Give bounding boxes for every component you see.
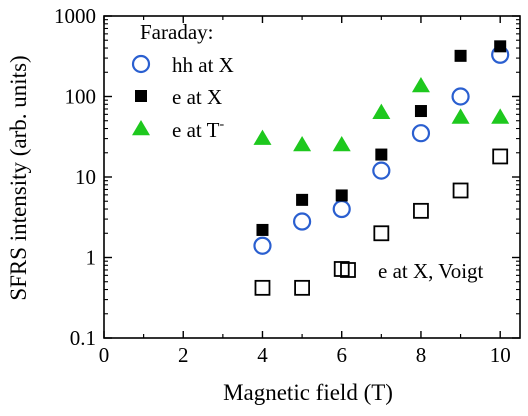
legend-label: hh at X bbox=[172, 53, 234, 77]
legend-label: e at T- bbox=[172, 117, 224, 142]
x-tick-label: 0 bbox=[99, 343, 110, 367]
data-point bbox=[454, 49, 467, 62]
legend-marker bbox=[132, 120, 150, 136]
legend-title: Faraday: bbox=[140, 20, 213, 44]
data-point bbox=[414, 105, 427, 118]
data-point bbox=[452, 182, 469, 199]
plot-border bbox=[103, 15, 521, 339]
y-tick-label: 10 bbox=[75, 165, 96, 189]
x-axis-ticks: 0 2 4 6 8 10 bbox=[99, 16, 511, 367]
data-point bbox=[296, 193, 309, 206]
data-marks bbox=[253, 40, 510, 296]
data-point bbox=[491, 108, 510, 124]
y-axis-ticks: 0.1 1 10 100 1000 bbox=[54, 4, 520, 350]
legend: Faraday: hh at X e at X e at T-e at X, Voi… bbox=[131, 20, 484, 283]
x-tick-label: 8 bbox=[416, 343, 427, 367]
legend-marker bbox=[135, 90, 147, 102]
data-point bbox=[373, 225, 390, 242]
data-point bbox=[254, 279, 271, 296]
data-point bbox=[372, 103, 391, 119]
data-point bbox=[494, 40, 507, 53]
data-point bbox=[375, 148, 388, 161]
data-point bbox=[253, 129, 272, 145]
x-tick-label: 6 bbox=[336, 343, 347, 367]
data-point bbox=[451, 108, 470, 124]
series-3 bbox=[254, 148, 509, 296]
data-point bbox=[256, 223, 269, 236]
x-tick-label: 2 bbox=[178, 343, 189, 367]
y-axis-title: SFRS intensity (arb. units) bbox=[6, 55, 31, 300]
data-point bbox=[253, 236, 272, 255]
legend-marker bbox=[131, 54, 151, 74]
series-2 bbox=[253, 77, 510, 152]
y-tick-label: 1 bbox=[86, 246, 97, 270]
data-point bbox=[413, 202, 429, 219]
data-point bbox=[332, 135, 351, 152]
data-point bbox=[335, 189, 348, 202]
data-point bbox=[451, 87, 470, 106]
series-1 bbox=[256, 40, 507, 236]
data-point bbox=[492, 148, 509, 165]
legend-label: e at X bbox=[172, 85, 222, 109]
legend-marker bbox=[340, 262, 356, 278]
data-point bbox=[411, 124, 431, 143]
data-point bbox=[294, 279, 310, 296]
plot-frame bbox=[103, 15, 521, 339]
y-tick-label: 100 bbox=[65, 85, 97, 109]
y-tick-label: 1000 bbox=[54, 4, 96, 28]
data-point bbox=[372, 161, 391, 180]
x-tick-label: 10 bbox=[490, 343, 511, 367]
y-tick-label: 0.1 bbox=[70, 326, 96, 350]
x-axis-title: Magnetic field (T) bbox=[223, 380, 393, 405]
series-0 bbox=[253, 45, 510, 255]
data-point bbox=[292, 212, 312, 231]
legend-label-superscript: - bbox=[219, 117, 224, 132]
x-tick-label: 4 bbox=[257, 343, 268, 367]
data-point bbox=[293, 135, 312, 152]
legend-label: e at X, Voigt bbox=[378, 259, 484, 283]
data-point bbox=[411, 77, 430, 93]
data-point bbox=[332, 199, 351, 219]
